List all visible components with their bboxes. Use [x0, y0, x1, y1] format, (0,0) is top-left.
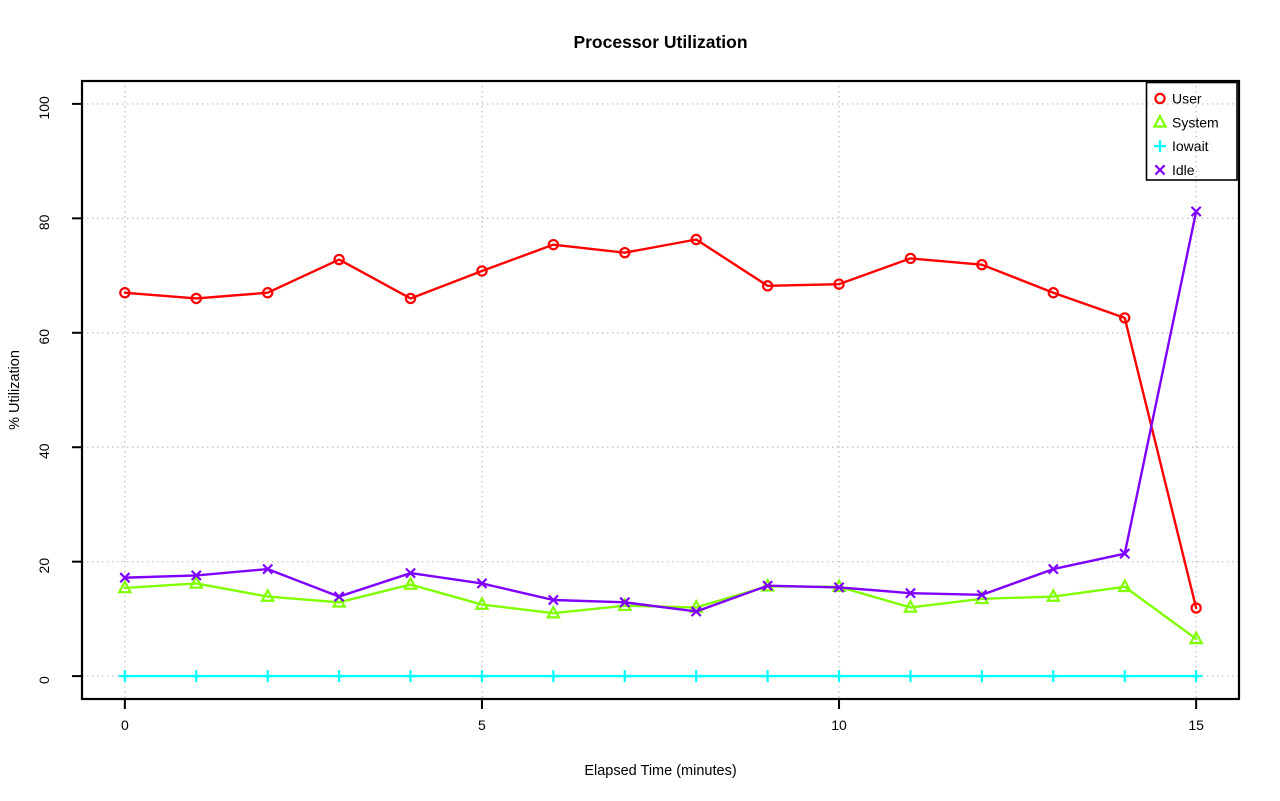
- data-point-iowait: [1047, 670, 1060, 683]
- data-point-user: [190, 292, 202, 305]
- data-point-idle: [476, 578, 488, 589]
- legend-label-idle: Idle: [1172, 162, 1195, 178]
- legend-marker-iowait: [1154, 140, 1166, 153]
- data-point-iowait: [1190, 670, 1203, 683]
- data-point-idle: [690, 606, 702, 617]
- y-tick-label: 0: [36, 676, 52, 684]
- x-tick-label: 10: [831, 717, 847, 733]
- legend-marker-idle: [1154, 164, 1166, 176]
- data-point-idle: [333, 591, 345, 602]
- data-point-user: [333, 253, 345, 266]
- data-point-idle: [190, 570, 202, 581]
- y-tick-label: 40: [36, 443, 52, 459]
- grid-layer: [82, 81, 1239, 699]
- legend-label-system: System: [1172, 114, 1219, 130]
- data-point-user: [476, 265, 488, 277]
- series-line-system: [123, 582, 1198, 641]
- data-point-user: [904, 252, 917, 265]
- data-point-user: [1190, 602, 1202, 614]
- series-layer: [117, 206, 1204, 683]
- data-point-user: [404, 292, 417, 305]
- legend-label-user: User: [1172, 91, 1202, 107]
- legend: User System Iowait Idle: [1145, 81, 1238, 181]
- data-point-user: [1047, 287, 1060, 299]
- x-tick-label: 5: [478, 717, 486, 733]
- data-point-user: [833, 278, 845, 290]
- data-point-iowait: [333, 670, 346, 683]
- data-point-system: [903, 598, 918, 613]
- x-tick-label: 15: [1188, 717, 1204, 733]
- data-point-system: [188, 574, 204, 589]
- y-tick-label: 100: [36, 96, 52, 120]
- data-point-idle: [905, 587, 916, 599]
- data-point-iowait: [761, 670, 774, 683]
- data-point-iowait: [1118, 670, 1131, 683]
- data-point-iowait: [475, 670, 488, 683]
- y-tick-label: 20: [36, 558, 52, 574]
- data-point-iowait: [404, 670, 417, 683]
- data-point-iowait: [118, 670, 131, 683]
- data-point-idle: [976, 589, 988, 601]
- y-tick-label: 60: [36, 329, 52, 345]
- plot-border-layer: [80, 79, 1241, 701]
- legend-marker-user: [1154, 92, 1166, 105]
- data-point-iowait: [261, 670, 274, 683]
- data-point-user: [1119, 312, 1131, 324]
- data-point-idle: [1190, 206, 1202, 217]
- legend-box: [1145, 81, 1238, 181]
- data-point-iowait: [904, 670, 917, 683]
- y-axis-title: % Utilization: [7, 350, 23, 430]
- axis-layer: 0 5 10 15 0 20 40 60 80 100: [36, 96, 1204, 733]
- legend-marker-system: [1152, 113, 1168, 128]
- x-tick-label: 0: [121, 717, 129, 733]
- data-point-user: [690, 233, 702, 246]
- data-point-iowait: [833, 670, 846, 683]
- data-point-system: [331, 593, 347, 608]
- data-point-system: [545, 604, 561, 619]
- data-point-idle: [547, 594, 559, 606]
- data-point-idle: [762, 580, 774, 592]
- series-line-user: [123, 238, 1198, 610]
- data-point-iowait: [190, 670, 203, 683]
- data-point-user: [619, 246, 631, 259]
- data-point-iowait: [547, 670, 560, 683]
- data-point-user: [761, 280, 774, 292]
- data-point-iowait: [690, 670, 703, 683]
- data-point-idle: [1047, 563, 1059, 575]
- data-point-system: [1045, 588, 1061, 602]
- data-point-system: [403, 576, 418, 590]
- data-point-idle: [619, 596, 631, 608]
- data-point-iowait: [975, 670, 988, 683]
- data-point-system: [1117, 578, 1133, 593]
- plot-border: [80, 79, 1241, 701]
- data-point-idle: [262, 563, 274, 575]
- data-point-idle: [1119, 548, 1131, 560]
- series-line-idle: [123, 210, 1198, 613]
- legend-label-iowait: Iowait: [1172, 138, 1209, 154]
- data-point-user: [976, 258, 988, 271]
- data-point-user: [547, 238, 560, 251]
- data-point-system: [117, 579, 133, 594]
- data-point-user: [261, 287, 274, 299]
- data-point-system: [474, 596, 490, 610]
- data-point-system: [260, 588, 276, 602]
- data-point-idle: [405, 567, 416, 579]
- y-tick-label: 80: [36, 214, 52, 230]
- data-point-idle: [119, 572, 131, 584]
- data-point-idle: [833, 582, 845, 593]
- x-axis-title: Elapsed Time (minutes): [584, 763, 736, 779]
- data-point-user: [119, 287, 131, 299]
- chart-title: Processor Utilization: [573, 32, 747, 52]
- data-point-system: [1188, 630, 1204, 645]
- data-point-iowait: [618, 670, 631, 683]
